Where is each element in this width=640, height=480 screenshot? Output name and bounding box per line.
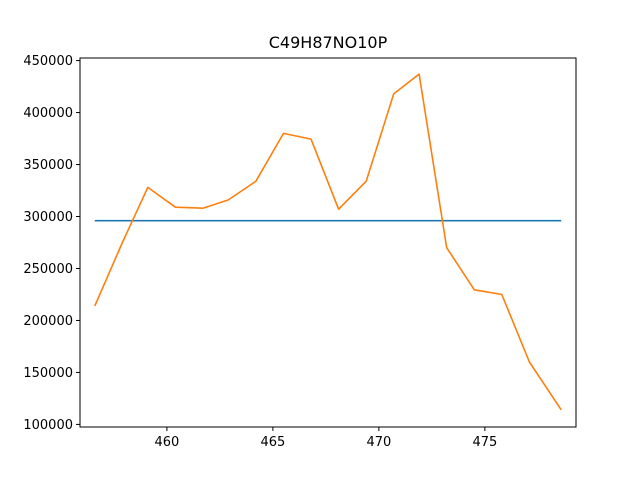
y-tick-label: 150000 — [23, 366, 73, 381]
y-tick-label: 350000 — [23, 158, 73, 173]
y-tick-label: 200000 — [23, 314, 73, 329]
plot-frame — [79, 57, 577, 428]
y-tick-label: 300000 — [23, 210, 73, 225]
x-tick-label: 465 — [260, 435, 285, 450]
y-tick-label: 400000 — [23, 106, 73, 121]
y-tick-label: 450000 — [23, 54, 73, 69]
plot-lines — [94, 73, 562, 411]
y-tick-label: 100000 — [23, 418, 73, 433]
x-tick-label: 470 — [366, 435, 391, 450]
y-tick-label: 250000 — [23, 262, 73, 277]
chart-title: C49H87NO10P — [269, 33, 388, 52]
series-line-2 — [94, 73, 562, 411]
x-axis: 460 465 470 475 — [154, 427, 497, 450]
x-tick-label: 475 — [472, 435, 497, 450]
y-axis: 100000 150000 200000 250000 300000 350000 4000… — [23, 54, 80, 433]
x-tick-label: 460 — [154, 435, 179, 450]
